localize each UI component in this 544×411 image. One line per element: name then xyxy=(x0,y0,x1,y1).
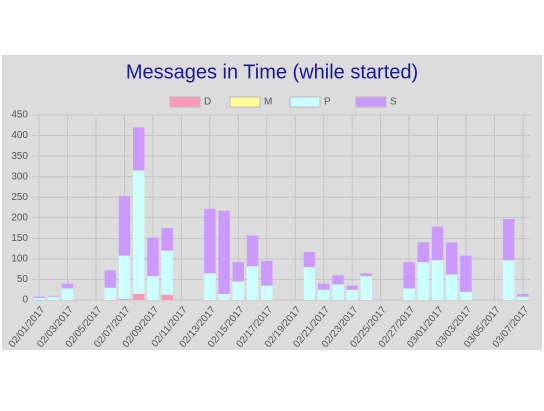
bar-segment xyxy=(161,294,173,300)
bar-segment xyxy=(33,296,45,298)
y-tick-label: 100 xyxy=(11,254,28,265)
bar-segment xyxy=(118,255,131,299)
bar-segment xyxy=(232,281,245,300)
y-tick-label: 450 xyxy=(11,110,28,121)
bar-segment xyxy=(446,242,458,275)
bar-segment xyxy=(317,283,330,290)
bar-segment xyxy=(61,288,74,300)
y-tick-label: 200 xyxy=(11,212,28,223)
bar-segment xyxy=(460,291,472,300)
y-tick-label: 300 xyxy=(11,171,28,182)
bar-segment xyxy=(246,266,259,300)
y-tick-label: 150 xyxy=(11,233,28,244)
bar-segment xyxy=(261,260,273,286)
bar-segment xyxy=(204,208,216,274)
bar-segment xyxy=(517,293,529,297)
bar-segment xyxy=(104,287,116,300)
bar-segment xyxy=(218,293,230,300)
chart-background xyxy=(2,55,542,350)
legend-swatch xyxy=(169,96,201,108)
legend-label: M xyxy=(264,97,272,108)
bar-segment xyxy=(403,262,415,289)
bar-segment xyxy=(502,219,515,261)
y-tick-label: 0 xyxy=(22,295,28,306)
y-tick-label: 400 xyxy=(11,130,28,141)
bar-segment xyxy=(232,262,245,282)
y-tick-label: 250 xyxy=(11,192,28,203)
bar-segment xyxy=(218,210,230,294)
bar-segment xyxy=(303,251,316,268)
bar-segment xyxy=(133,127,145,171)
bar-segment xyxy=(502,260,515,300)
legend-label: S xyxy=(390,97,397,108)
y-tick-label: 50 xyxy=(17,274,29,285)
bar-segment xyxy=(360,276,373,300)
y-tick-label: 350 xyxy=(11,151,28,162)
bar-segment xyxy=(147,237,159,277)
bar-segment xyxy=(61,283,74,289)
bar-segment xyxy=(246,235,259,267)
bar-segment xyxy=(417,262,429,300)
bar-segment xyxy=(517,296,529,300)
bar-segment xyxy=(204,273,216,300)
bar-segment xyxy=(303,267,316,300)
bar-segment xyxy=(47,296,60,300)
bar-segment xyxy=(161,228,173,251)
legend-swatch xyxy=(355,96,387,108)
bar-segment xyxy=(147,276,159,300)
legend-label: D xyxy=(204,97,211,108)
bar-segment xyxy=(261,285,273,300)
chart-title: Messages in Time (while started) xyxy=(126,61,418,83)
bar-segment xyxy=(332,284,344,300)
bar-segment xyxy=(161,250,173,295)
legend-swatch xyxy=(289,96,321,108)
bar-segment xyxy=(403,288,415,300)
bar-segment xyxy=(47,295,60,297)
bar-segment xyxy=(417,242,429,263)
legend-label: P xyxy=(324,97,331,108)
bar-segment xyxy=(104,270,116,288)
bar-segment xyxy=(346,285,358,290)
bar-segment xyxy=(460,255,472,292)
bar-segment xyxy=(33,297,45,300)
bar-segment xyxy=(346,289,358,300)
bar-segment xyxy=(431,226,444,261)
bar-segment xyxy=(118,298,131,300)
bar-segment xyxy=(133,293,145,300)
bar-segment xyxy=(431,260,444,300)
bar-segment xyxy=(446,274,458,300)
legend-swatch xyxy=(229,96,261,108)
bar-segment xyxy=(332,275,344,285)
bar-segment xyxy=(360,273,373,277)
bar-segment xyxy=(317,289,330,300)
bar-segment xyxy=(118,195,131,256)
bar-segment xyxy=(133,170,145,294)
